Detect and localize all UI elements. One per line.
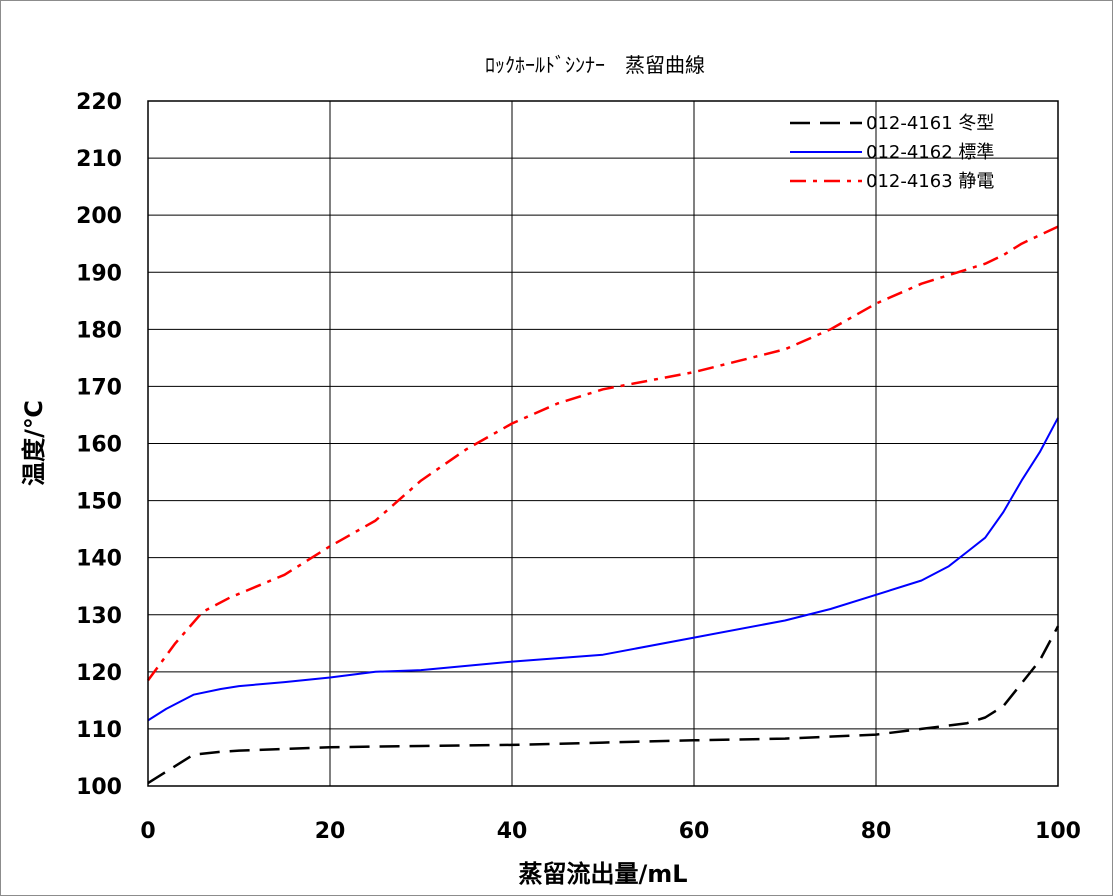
x-tick-label: 100 (1035, 819, 1081, 844)
x-tick-label: 60 (679, 819, 710, 844)
y-tick-label: 100 (76, 775, 122, 800)
y-tick-label: 200 (76, 204, 122, 229)
y-axis-ticks: 100 110 120 130 140 150 160 170 180 190 200 210 220 (76, 90, 122, 800)
legend-label-2: 012-4162 標準 (866, 142, 994, 163)
x-axis-ticks: 0 20 40 60 80 100 (140, 819, 1081, 844)
series-line-2 (147, 417, 1059, 722)
y-tick-label: 190 (76, 261, 122, 286)
y-tick-label: 150 (76, 490, 122, 515)
y-tick-label: 220 (76, 90, 122, 115)
y-tick-label: 180 (76, 318, 122, 343)
plot-area (147, 100, 1059, 787)
legend-label-3: 012-4163 静電 (866, 171, 994, 192)
legend-label-1: 012-4161 冬型 (866, 113, 994, 134)
y-axis-title: 温度/℃ (20, 400, 48, 486)
y-tick-label: 140 (76, 547, 122, 572)
y-tick-label: 170 (76, 375, 122, 400)
y-tick-label: 120 (76, 661, 122, 686)
series-line-3 (146, 225, 1059, 682)
y-tick-label: 210 (76, 147, 122, 172)
chart-title: ﾛｯｸﾎｰﾙﾄﾞｼﾝﾅｰ 蒸留曲線 (485, 53, 705, 77)
y-tick-label: 130 (76, 604, 122, 629)
y-tick-label: 160 (76, 433, 122, 458)
legend: 012-4161 冬型 012-4162 標準 012-4163 静電 (790, 113, 994, 192)
x-axis-title: 蒸留流出量/mL (518, 860, 687, 888)
series-line-1 (147, 625, 1060, 785)
x-tick-label: 80 (861, 819, 892, 844)
y-tick-label: 110 (76, 718, 122, 743)
x-tick-label: 40 (497, 819, 528, 844)
grid (147, 100, 1059, 787)
x-tick-label: 20 (315, 819, 346, 844)
x-tick-label: 0 (140, 819, 155, 844)
series-layer (146, 225, 1060, 785)
